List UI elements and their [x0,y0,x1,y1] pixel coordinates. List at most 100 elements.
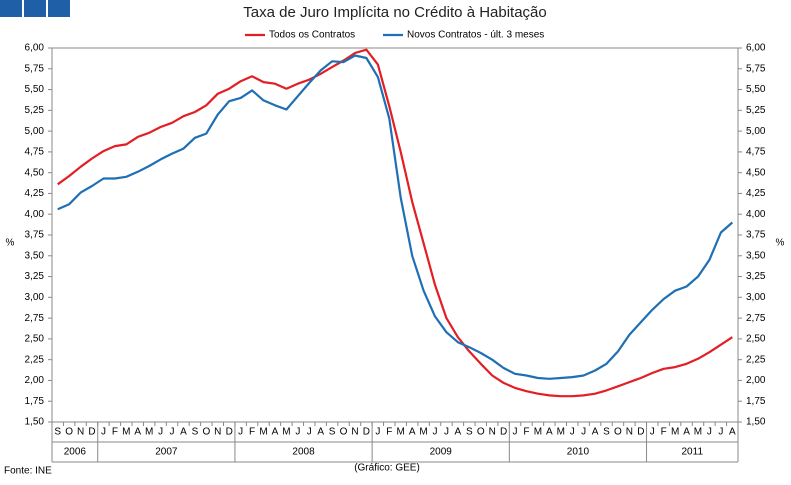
y-tick-label: 4,75 [25,147,45,158]
x-tick-label: J [581,427,586,438]
x-tick-label: N [626,427,633,438]
y-tick-label: 5,50 [25,84,45,95]
y2-tick-label: 2,50 [746,334,766,345]
y-tick-label: 6,00 [25,43,45,54]
y2-tick-label: 5,25 [746,105,766,116]
x-tick-label: N [77,427,84,438]
x-tick-label: J [158,427,163,438]
y-tick-label: 5,00 [25,126,45,137]
y2-tick-label: 5,75 [746,63,766,74]
x-tick-label: N [489,427,496,438]
y2-tick-label: 1,75 [746,396,766,407]
y-tick-label: 3,00 [25,292,45,303]
y-tick-label: 1,75 [25,396,45,407]
y-tick-label: 3,25 [25,271,45,282]
x-tick-label: S [192,427,199,438]
x-tick-label: A [729,427,736,438]
year-label: 2008 [292,447,315,458]
y2-tick-label: 2,00 [746,375,766,386]
y-tick-label: 4,50 [25,167,45,178]
x-tick-label: M [122,427,130,438]
x-tick-label: A [409,427,416,438]
y-tick-label: 5,75 [25,63,45,74]
y2-tick-label: 5,00 [746,126,766,137]
credit: (Gráfico: GEE) [354,463,420,474]
x-tick-label: J [295,427,300,438]
logo-block [24,0,46,17]
x-tick-label: J [375,427,380,438]
y-tick-label: 2,75 [25,313,45,324]
y2-tick-label: 3,25 [746,271,766,282]
x-tick-label: S [329,427,336,438]
y2-tick-label: 6,00 [746,43,766,54]
legend-label: Todos os Contratos [269,30,355,41]
x-tick-label: F [661,427,667,438]
x-tick-label: M [259,427,267,438]
x-tick-label: S [603,427,610,438]
x-tick-label: D [637,427,644,438]
x-tick-label: A [317,427,324,438]
year-label: 2010 [567,447,590,458]
y2-tick-label: 4,50 [746,167,766,178]
x-tick-label: A [592,427,599,438]
x-tick-label: J [570,427,575,438]
x-tick-label: S [54,427,61,438]
x-tick-label: J [433,427,438,438]
x-tick-label: A [180,427,187,438]
legend-label: Novos Contratos - últ. 3 meses [407,30,544,41]
x-tick-label: J [718,427,723,438]
y2-tick-label: 3,50 [746,250,766,261]
x-tick-label: J [307,427,312,438]
x-tick-label: N [351,427,358,438]
y2-tick-label: 5,50 [746,84,766,95]
x-tick-label: S [466,427,473,438]
x-tick-label: D [226,427,233,438]
x-tick-label: J [513,427,518,438]
x-tick-label: M [419,427,427,438]
x-tick-label: D [500,427,507,438]
y-axis-label: % [6,238,15,249]
y-tick-label: 3,75 [25,230,45,241]
x-tick-label: A [134,427,141,438]
year-label: 2009 [430,447,453,458]
y-tick-label: 4,25 [25,188,45,199]
x-tick-label: J [170,427,175,438]
series-line [57,54,734,380]
x-tick-label: O [340,427,348,438]
x-tick-label: M [671,427,679,438]
x-tick-label: A [272,427,279,438]
x-tick-label: D [88,427,95,438]
chart-title: Taxa de Juro Implícita no Crédito à Habi… [243,4,547,21]
year-label: 2006 [64,447,87,458]
x-tick-label: M [557,427,565,438]
y-tick-label: 3,50 [25,250,45,261]
x-tick-label: J [707,427,712,438]
x-tick-label: F [112,427,118,438]
y2-tick-label: 4,75 [746,147,766,158]
x-tick-label: M [534,427,542,438]
x-tick-label: M [694,427,702,438]
y2-tick-label: 3,00 [746,292,766,303]
x-tick-label: J [101,427,106,438]
y2-tick-label: 1,50 [746,417,766,428]
x-tick-label: D [363,427,370,438]
x-tick-label: N [214,427,221,438]
x-tick-label: M [397,427,405,438]
x-tick-label: O [202,427,210,438]
y2-tick-label: 4,00 [746,209,766,220]
source: Fonte: INE [4,466,52,477]
x-tick-label: A [546,427,553,438]
x-tick-label: O [65,427,73,438]
y-tick-label: 1,50 [25,417,45,428]
x-tick-label: F [249,427,255,438]
y-tick-label: 5,25 [25,105,45,116]
logo-block [48,0,70,17]
y-tick-label: 2,50 [25,334,45,345]
year-label: 2007 [155,447,178,458]
x-tick-label: A [455,427,462,438]
x-tick-label: M [282,427,290,438]
plot-frame [51,47,739,423]
series-line [57,48,733,398]
year-label: 2011 [682,447,704,458]
